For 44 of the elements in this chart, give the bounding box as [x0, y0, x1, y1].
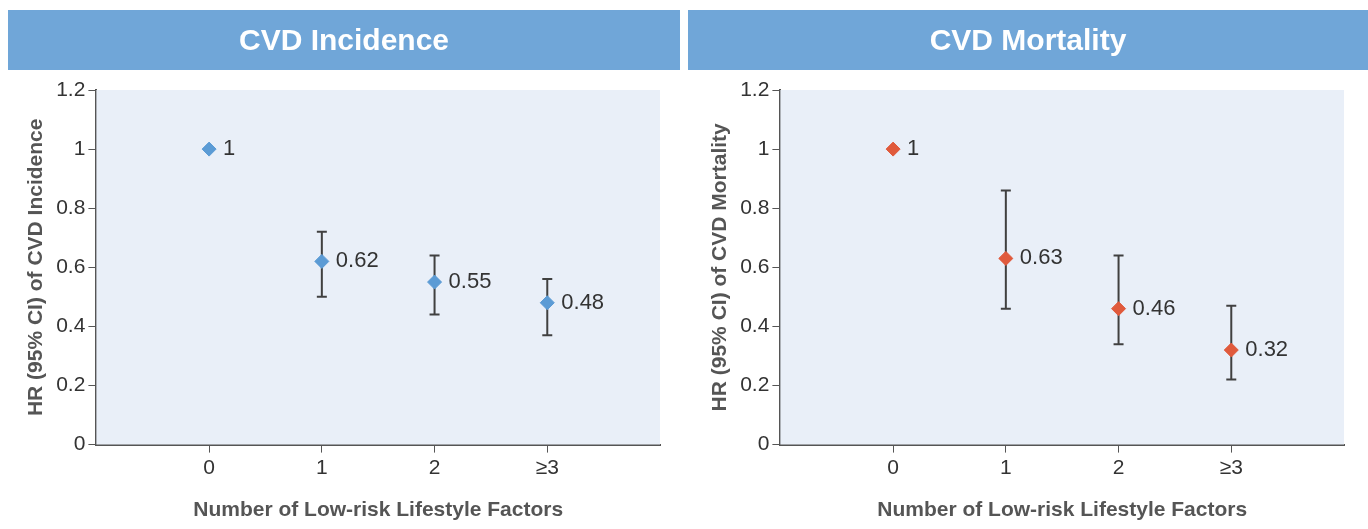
y-tick-label: 1.2	[740, 76, 770, 100]
chart-title: CVD Mortality	[688, 10, 1368, 70]
y-tick-label: 0.6	[56, 254, 86, 278]
point	[998, 250, 1014, 266]
y-tick-label: 0	[73, 431, 86, 455]
y-tick-label: 1	[757, 135, 770, 159]
point	[1111, 301, 1127, 317]
point	[539, 295, 555, 311]
x-tick-label: 0	[203, 455, 215, 478]
y-tick-label: 0.8	[740, 195, 770, 218]
y-tick-label: 0.4	[56, 313, 86, 337]
x-tick-label: 0	[887, 455, 899, 478]
data-label: 1	[907, 135, 920, 161]
x-axis-title: Number of Low-risk Lifestyle Factors	[193, 497, 564, 521]
x-tick-label: ≥3	[535, 455, 559, 478]
data-label: 1	[223, 135, 236, 161]
data-label: 0.62	[335, 247, 379, 273]
y-axis-title: HR (95% CI) of CVD Incidence	[23, 118, 47, 417]
y-tick-label: 0.8	[56, 195, 86, 218]
x-tick-label: 1	[315, 455, 328, 478]
data-label: 0.55	[448, 268, 492, 294]
x-tick-label: 2	[428, 455, 441, 478]
data-label: 0.32	[1245, 336, 1289, 362]
y-axis-title: HR (95% CI) of CVD Mortality	[707, 122, 731, 412]
point	[1223, 342, 1239, 358]
x-tick-label: ≥3	[1219, 455, 1243, 478]
data-label: 0.48	[561, 288, 605, 314]
y-tick-label: 0	[757, 431, 770, 455]
y-tick-label: 1	[73, 135, 86, 159]
y-tick-label: 0.6	[740, 254, 770, 278]
data-label: 0.63	[1019, 244, 1063, 270]
chart-title: CVD Incidence	[8, 10, 680, 70]
x-tick-label: 1	[999, 455, 1012, 478]
point	[201, 141, 217, 157]
point	[885, 141, 901, 157]
x-tick-label: 2	[1112, 455, 1125, 478]
y-tick-label: 0.4	[740, 313, 770, 337]
y-tick-label: 0.2	[740, 372, 770, 396]
point	[427, 274, 443, 290]
y-tick-label: 1.2	[56, 76, 86, 100]
x-axis-title: Number of Low-risk Lifestyle Factors	[877, 497, 1248, 521]
data-label: 0.46	[1132, 294, 1176, 320]
y-tick-label: 0.2	[56, 372, 86, 396]
point	[314, 253, 330, 269]
